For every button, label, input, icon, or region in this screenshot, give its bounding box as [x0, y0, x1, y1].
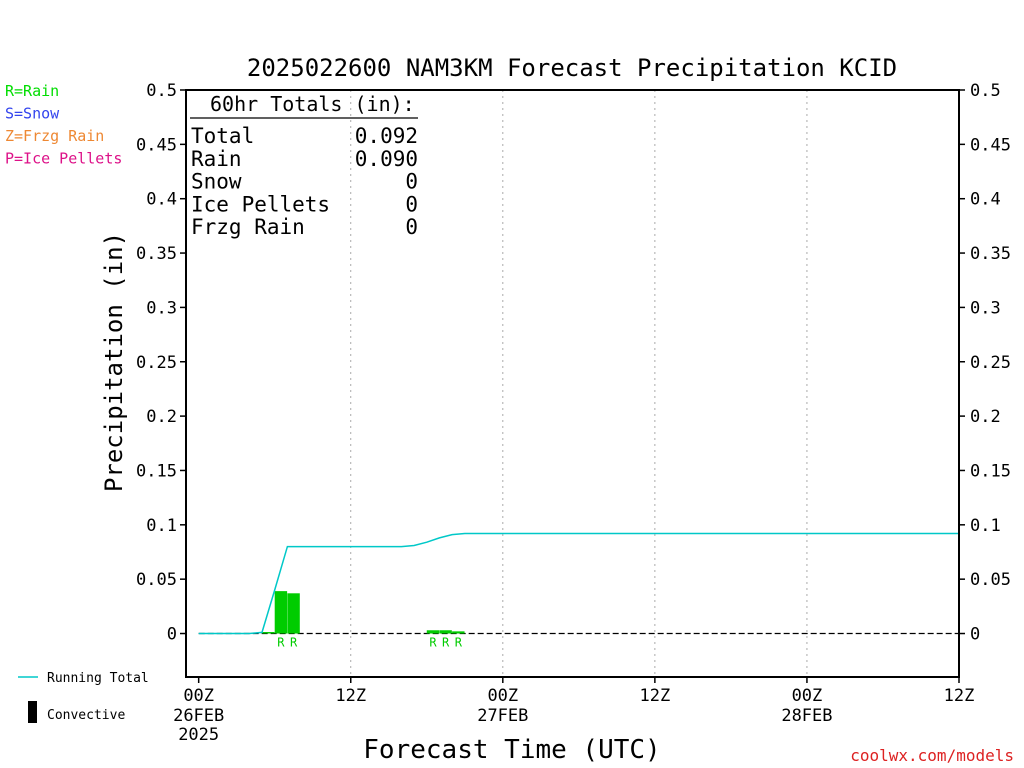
y-tick-label-right: 0.1: [970, 516, 1001, 536]
precip-bar: [439, 630, 452, 634]
y-tick-label-left: 0.45: [136, 135, 177, 155]
y-axis-label: Precipitation (in): [100, 232, 128, 492]
y-tick-label-right: 0.25: [970, 353, 1011, 373]
y-tick-label-right: 0.35: [970, 244, 1011, 264]
precip-type-legend-item: P=Ice Pellets: [5, 150, 122, 168]
y-tick-label-left: 0.3: [146, 298, 177, 318]
x-tick-label: 00Z: [487, 686, 518, 706]
totals-row-value: 0: [405, 170, 418, 194]
precip-bar: [426, 630, 440, 634]
totals-row-value: 0.092: [355, 124, 418, 148]
precip-bar: [262, 632, 275, 634]
y-tick-label-right: 0.2: [970, 407, 1001, 427]
y-tick-label-left: 0.5: [146, 81, 177, 101]
precip-bar: [287, 593, 300, 634]
totals-row-label: Total: [191, 124, 254, 148]
totals-header: 60hr Totals (in):: [210, 92, 415, 116]
totals-row-value: 0: [405, 192, 418, 216]
totals-box: 60hr Totals (in): Total 0.092 Rain 0.090 Sno…: [190, 92, 418, 239]
totals-rows: Total 0.092 Rain 0.090 Snow 0 Ice Pellets 0 Frzg…: [191, 124, 418, 239]
x-tick-year-label: 2025: [178, 725, 219, 745]
convective-legend-swatch: [28, 701, 37, 723]
y-tick-label-right: 0.45: [970, 135, 1011, 155]
precip-type-legend-item: S=Snow: [5, 105, 60, 123]
precip-bar: [274, 591, 288, 634]
x-tick-label: 12Z: [640, 686, 671, 706]
y-tick-label-left: 0.4: [146, 190, 177, 210]
totals-row-value: 0: [405, 215, 418, 239]
totals-row-label: Snow: [191, 170, 242, 194]
y-tick-label-right: 0.3: [970, 298, 1001, 318]
precip-type-label: R: [455, 636, 463, 650]
y-tick-label-left: 0.1: [146, 516, 177, 536]
x-tick-label: 12Z: [944, 686, 975, 706]
precip-type-legend-item: R=Rain: [5, 82, 59, 100]
totals-row-label: Frzg Rain: [191, 215, 305, 239]
precip-type-label: R: [442, 636, 450, 650]
y-tick-label-left: 0: [167, 625, 177, 645]
x-tick-label: 00Z: [792, 686, 823, 706]
totals-row-label: Ice Pellets: [191, 192, 330, 216]
y-tick-label-right: 0.05: [970, 570, 1011, 590]
x-tick-date-label: 27FEB: [477, 706, 528, 726]
precip-type-legend-item: Z=Frzg Rain: [5, 127, 104, 145]
y-tick-label-right: 0: [970, 625, 980, 645]
y-tick-label-right: 0.4: [970, 190, 1001, 210]
x-axis-label: Forecast Time (UTC): [363, 735, 660, 765]
plot-frame: [185, 89, 960, 678]
x-tick-date-label: 26FEB: [173, 706, 224, 726]
running-total-legend-label: Running Total: [47, 671, 149, 686]
totals-row-value: 0.090: [355, 147, 418, 171]
x-tick-label: 12Z: [335, 686, 366, 706]
chart-title: 2025022600 NAM3KM Forecast Precipitation…: [247, 54, 897, 82]
plot-area: R R R R R0.5 0.50.45 0.450.4 0.40.35 0.350.3 0.30…: [136, 81, 1011, 745]
y-tick-label-left: 0.2: [146, 407, 177, 427]
credit-text: coolwx.com/models: [850, 746, 1014, 765]
totals-row-label: Rain: [191, 147, 242, 171]
y-tick-label-left: 0.05: [136, 570, 177, 590]
precip-type-label: R: [429, 636, 437, 650]
precip-type-legend: R=Rain S=Snow Z=Frzg Rain P=Ice Pellets: [5, 82, 122, 168]
legend-convective: Convective: [28, 701, 125, 723]
precip-type-label: R: [277, 636, 285, 650]
y-tick-label-left: 0.15: [136, 461, 177, 481]
y-tick-label-left: 0.35: [136, 244, 177, 264]
y-tick-label-right: 0.15: [970, 461, 1011, 481]
y-tick-label-left: 0.25: [136, 353, 177, 373]
running-total-line: [198, 532, 959, 635]
precip-bar: [452, 631, 465, 634]
precip-type-label: R: [290, 636, 298, 650]
x-tick-label: 00Z: [183, 686, 214, 706]
legend-running-total: Running Total: [18, 671, 149, 686]
x-tick-date-label: 28FEB: [781, 706, 832, 726]
convective-legend-label: Convective: [47, 708, 125, 723]
y-tick-label-right: 0.5: [970, 81, 1001, 101]
